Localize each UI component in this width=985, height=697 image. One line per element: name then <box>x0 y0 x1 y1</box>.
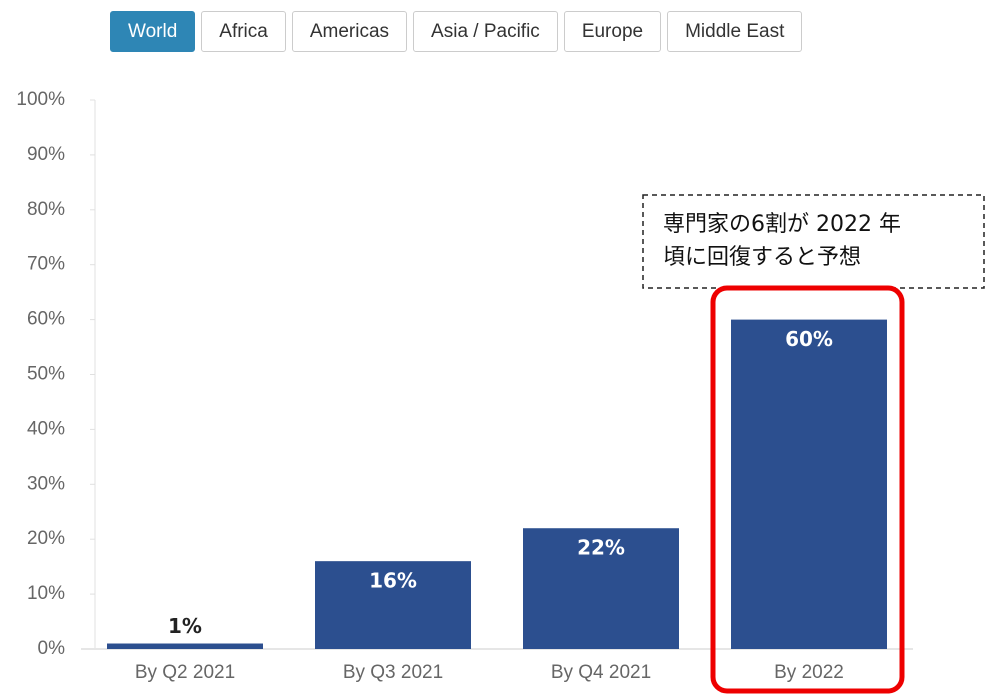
value-label: 22% <box>577 536 625 560</box>
bar <box>315 561 471 649</box>
x-tick-label: By Q3 2021 <box>343 662 443 683</box>
annotation-line: 頃に回復すると予想 <box>663 245 861 270</box>
region-tab[interactable]: Americas <box>291 11 408 52</box>
x-tick-label: By 2022 <box>774 662 844 683</box>
region-tab[interactable]: Middle East <box>667 11 803 52</box>
x-tick-label: By Q2 2021 <box>135 662 235 683</box>
bar <box>523 528 679 649</box>
x-tick-label: By Q4 2021 <box>551 662 651 683</box>
highlight-box <box>710 285 905 694</box>
annotation-box <box>642 194 985 289</box>
y-tick-label: 90% <box>27 144 65 165</box>
region-tab[interactable]: World <box>110 11 196 52</box>
y-tick-label: 0% <box>38 638 66 659</box>
region-tab[interactable]: Africa <box>201 11 286 52</box>
y-tick-label: 70% <box>27 254 65 275</box>
bar <box>731 319 887 649</box>
value-label: 1% <box>168 614 202 638</box>
region-tab[interactable]: Asia / Pacific <box>413 11 558 52</box>
annotation-line: 専門家の6割が 2022 年 <box>663 212 901 237</box>
y-tick-label: 10% <box>27 583 65 604</box>
bar <box>107 643 263 649</box>
y-tick-label: 40% <box>27 418 65 439</box>
y-tick-label: 50% <box>27 364 65 385</box>
y-tick-label: 30% <box>27 473 65 494</box>
region-tabs: World Africa Americas Asia / Pacific Europe M… <box>110 11 803 52</box>
value-label: 60% <box>785 327 833 351</box>
y-tick-label: 20% <box>27 528 65 549</box>
region-tab[interactable]: Europe <box>563 11 662 52</box>
y-tick-label: 100% <box>16 89 65 110</box>
value-label: 16% <box>369 569 417 593</box>
y-tick-label: 60% <box>27 309 65 330</box>
y-tick-label: 80% <box>27 199 65 220</box>
